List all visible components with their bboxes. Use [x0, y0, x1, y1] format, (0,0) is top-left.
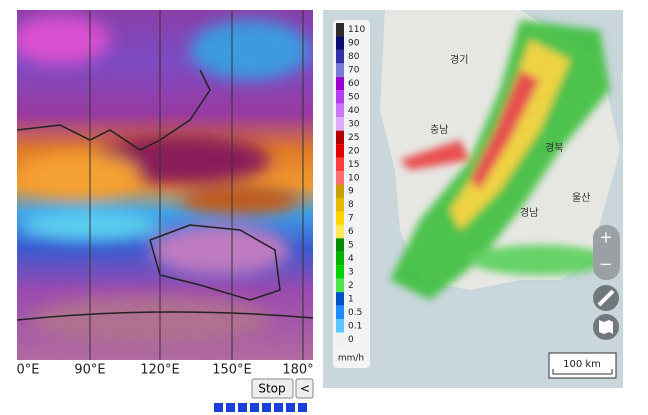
legend-swatch: [336, 278, 344, 293]
lon-label: 150°E: [212, 363, 252, 378]
legend-swatch: [336, 332, 344, 346]
legend-label: 15: [348, 160, 359, 170]
frame-indicators: [214, 403, 307, 412]
lon-label: 180°: [282, 363, 313, 378]
legend-swatch: [336, 211, 344, 225]
place-label: 울산: [572, 192, 590, 204]
legend-swatch: [336, 103, 344, 118]
place-label: 경기: [450, 53, 468, 66]
legend-swatch: [336, 157, 344, 172]
legend-swatch: [336, 319, 344, 333]
legend-label: 5: [348, 241, 354, 251]
zoom-out[interactable]: −: [599, 255, 612, 274]
legend-label: 2: [348, 281, 354, 291]
legend-swatch: [336, 238, 344, 252]
legend-swatch: [336, 49, 344, 64]
ruler-icon: [597, 289, 615, 307]
zoom-in[interactable]: +: [599, 228, 612, 247]
frame-dot: [250, 403, 259, 412]
prev-label: <: [300, 382, 310, 396]
legend-swatch: [336, 117, 344, 131]
lon-label: 90°E: [74, 363, 105, 378]
legend-swatch: [336, 90, 344, 104]
legend-label: 3: [348, 267, 354, 277]
legend-swatch: [336, 251, 344, 266]
legend-label: 7: [348, 214, 354, 224]
coastlines: [17, 69, 313, 321]
legend-label: 4: [348, 254, 354, 264]
zoom-control: [593, 225, 620, 280]
legend-label: 10: [348, 173, 360, 183]
legend-label: 25: [348, 133, 359, 143]
legend: 110 90 80 70 60 50 40 30 25 20 15 10 9 8 7 6 5 4 3 2 1 0.5 0.1…: [336, 23, 365, 364]
map-icon: [599, 320, 613, 334]
legend-label: 70: [348, 66, 360, 76]
legend-swatch: [336, 265, 344, 279]
legend-label: 90: [348, 39, 360, 49]
scale-bar: [552, 369, 613, 375]
legend-swatch: [336, 197, 344, 212]
legend-swatch: [336, 130, 344, 145]
legend-label: 9: [348, 187, 354, 197]
scale-label: 100 km: [563, 359, 601, 370]
prev-button[interactable]: [295, 378, 314, 399]
legend-label: 110: [348, 25, 365, 35]
legend-label: 0: [348, 335, 354, 345]
radar-map: [323, 10, 623, 388]
legend-unit: mm/h: [338, 354, 364, 364]
legend-swatch: [336, 305, 344, 320]
legend-swatch: [336, 36, 344, 50]
place-label: 충남: [430, 124, 448, 136]
lon-label: 0°E: [17, 363, 40, 378]
legend-label: 1: [348, 294, 354, 304]
legend-label: 30: [348, 119, 360, 129]
legend-label: 60: [348, 79, 360, 89]
stop-label: Stop: [258, 382, 285, 396]
frame-dot: [286, 403, 295, 412]
legend-swatch: [336, 184, 344, 198]
graticule: [89, 10, 304, 360]
legend-swatch: [336, 144, 344, 158]
legend-swatch: [336, 76, 344, 91]
satellite-map: [17, 10, 313, 360]
frame-dot: [262, 403, 271, 412]
legend-label: 6: [348, 227, 354, 237]
place-label: 경북: [545, 141, 563, 154]
stop-button[interactable]: [251, 378, 294, 399]
frame-dot: [298, 403, 307, 412]
legend-label: 0.1: [348, 321, 362, 331]
legend-swatch: [336, 292, 344, 306]
legend-label: 0.5: [348, 308, 362, 318]
legend-label: 20: [348, 146, 360, 156]
place-label: 경남: [520, 206, 538, 219]
legend-label: 50: [348, 93, 360, 103]
longitude-labels: 0°E 90°E 120°E 150°E 180°: [17, 363, 314, 378]
frame-dot: [226, 403, 235, 412]
frame-dot: [238, 403, 247, 412]
legend-label: 40: [348, 106, 360, 116]
legend-swatch: [336, 224, 344, 239]
legend-label: 80: [348, 52, 360, 62]
legend-swatch: [336, 171, 344, 185]
legend-swatch: [336, 23, 344, 37]
frame-dot: [214, 403, 223, 412]
frame-dot: [274, 403, 283, 412]
legend-label: 8: [348, 200, 354, 210]
legend-swatch: [336, 63, 344, 77]
lon-label: 120°E: [140, 363, 180, 378]
